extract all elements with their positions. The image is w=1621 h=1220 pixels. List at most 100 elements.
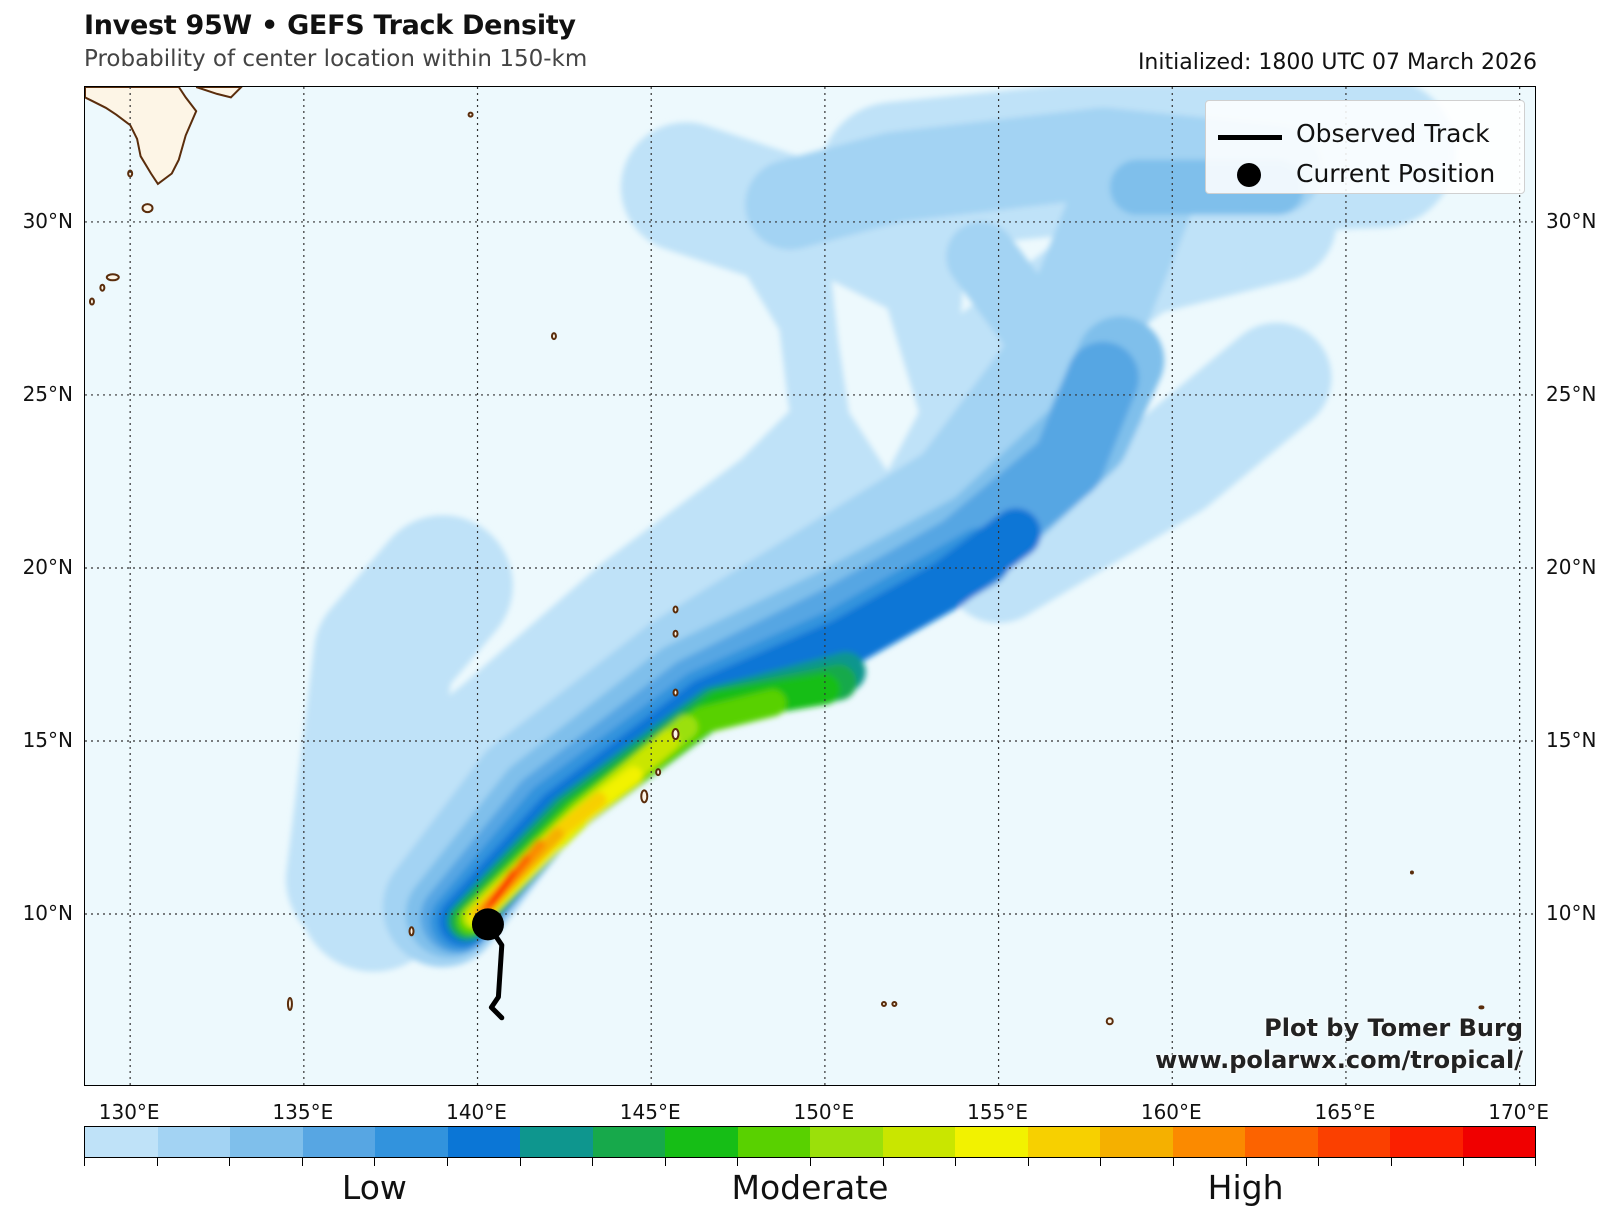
island-5 (467, 111, 474, 118)
density-map (85, 87, 1535, 1085)
colorbar-tick-19 (1463, 1158, 1465, 1166)
colorbar-tick-5 (447, 1158, 448, 1166)
island-2 (99, 283, 106, 292)
colorbar-label-high: High (1207, 1168, 1284, 1207)
map-title: Invest 95W • GEFS Track Density (84, 10, 576, 41)
island-4 (127, 169, 134, 178)
island-10 (671, 728, 680, 741)
lon-label-2: 140°E (446, 1100, 507, 1124)
colorbar-swatch-6 (520, 1127, 593, 1157)
density-band-1 (285, 515, 513, 950)
colorbar-swatch-7 (592, 1127, 665, 1157)
lon-label-5: 155°E (967, 1100, 1028, 1124)
lon-label-1: 135°E (272, 1100, 334, 1124)
island-16 (891, 1000, 898, 1007)
island-17 (1105, 1017, 1114, 1026)
colorbar-tick-10 (810, 1158, 811, 1166)
colorbar-tick-6 (519, 1158, 521, 1166)
lat-label-left-1: 25°N (22, 381, 73, 406)
colorbar-swatch-8 (665, 1127, 738, 1157)
colorbar-swatch-19 (1462, 1127, 1535, 1157)
lon-label-6: 160°E (1140, 1100, 1202, 1124)
island-7 (672, 605, 679, 614)
lat-label-left-3: 15°N (22, 727, 73, 752)
island-11 (655, 768, 662, 777)
colorbar-swatch-0 (85, 1127, 158, 1157)
colorbar-swatch-17 (1317, 1127, 1390, 1157)
lat-label-left-2: 20°N (22, 554, 73, 579)
lat-label-right-4: 10°N (1546, 900, 1597, 925)
colorbar-tick-2 (229, 1158, 231, 1166)
colorbar-swatch-10 (810, 1127, 883, 1157)
colorbar-swatch-13 (1027, 1127, 1100, 1157)
observed-track-swatch (1218, 135, 1282, 140)
legend-box: Observed Track Current Position (1205, 100, 1525, 194)
legend-current-position: Current Position (1296, 159, 1496, 188)
colorbar-tick-14 (1100, 1158, 1102, 1166)
island-13 (408, 926, 415, 937)
colorbar-swatch-12 (955, 1127, 1028, 1157)
lon-label-0: 130°E (98, 1100, 160, 1124)
landmass-0 (85, 87, 198, 186)
colorbar (84, 1126, 1536, 1158)
lat-label-right-0: 30°N (1546, 208, 1597, 233)
colorbar-tick-17 (1318, 1158, 1320, 1166)
colorbar-tick-7 (592, 1158, 594, 1166)
lon-label-4: 150°E (793, 1100, 855, 1124)
colorbar-swatch-9 (737, 1127, 810, 1157)
legend-observed-track: Observed Track (1296, 119, 1490, 148)
landmass-1 (195, 87, 243, 99)
density-band-4 (943, 322, 1332, 623)
credit-author: Plot by Tomer Burg (1264, 1014, 1523, 1042)
island-12 (640, 789, 649, 804)
colorbar-tick-12 (955, 1158, 957, 1166)
colorbar-swatch-2 (230, 1127, 303, 1157)
island-18 (1409, 870, 1414, 875)
density-gap (831, 280, 919, 472)
colorbar-swatch-4 (375, 1127, 448, 1157)
colorbar-tick-1 (156, 1158, 158, 1166)
island-8 (672, 629, 679, 638)
colorbar-tick-4 (374, 1158, 376, 1166)
colorbar-swatch-18 (1390, 1127, 1463, 1157)
colorbar-swatch-14 (1100, 1127, 1173, 1157)
lon-label-3: 145°E (619, 1100, 681, 1124)
map-subtitle: Probability of center location within 15… (84, 46, 588, 72)
map-panel (84, 86, 1536, 1086)
colorbar-swatch-5 (447, 1127, 520, 1157)
colorbar-label-low: Low (341, 1168, 407, 1207)
island-19 (1478, 1005, 1485, 1010)
current-position-swatch (1237, 163, 1261, 187)
init-time: Initialized: 1800 UTC 07 March 2026 (1137, 50, 1537, 75)
lon-label-7: 165°E (1314, 1100, 1376, 1124)
island-14 (286, 996, 293, 1011)
colorbar-label-moderate: Moderate (731, 1168, 889, 1207)
lat-label-right-3: 15°N (1546, 727, 1597, 752)
colorbar-tick-18 (1390, 1158, 1392, 1166)
island-15 (880, 1000, 887, 1007)
colorbar-tick-15 (1173, 1158, 1174, 1166)
observed-track-line (485, 921, 505, 1021)
island-9 (672, 688, 679, 697)
colorbar-tick-8 (664, 1158, 666, 1166)
lat-label-right-1: 25°N (1546, 381, 1597, 406)
credit-url: www.polarwx.com/tropical/ (1155, 1046, 1523, 1074)
colorbar-tick-0 (84, 1158, 85, 1166)
colorbar-tick-16 (1245, 1158, 1247, 1166)
island-0 (141, 203, 154, 214)
colorbar-swatch-16 (1245, 1127, 1318, 1157)
colorbar-swatch-1 (157, 1127, 230, 1157)
current-position-marker (471, 908, 504, 941)
density-band-25 (492, 877, 511, 903)
island-1 (105, 273, 120, 282)
colorbar-tick-9 (737, 1158, 739, 1166)
colorbar-swatch-11 (882, 1127, 955, 1157)
colorbar-tick-11 (882, 1158, 884, 1166)
colorbar-tick-13 (1027, 1158, 1029, 1166)
lat-label-left-0: 30°N (22, 208, 73, 233)
island-3 (88, 297, 95, 306)
colorbar-swatch-15 (1172, 1127, 1245, 1157)
lat-label-left-4: 10°N (22, 900, 73, 925)
colorbar-swatch-3 (302, 1127, 375, 1157)
lon-label-8: 170°E (1488, 1100, 1550, 1124)
